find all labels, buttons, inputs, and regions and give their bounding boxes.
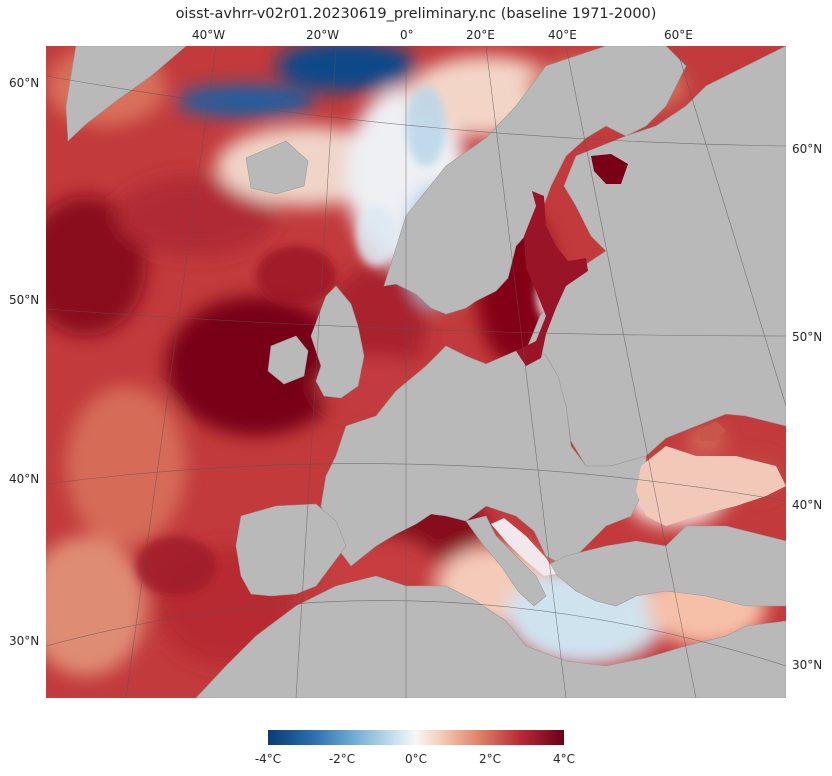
lat-label-left-30n: 30°N: [9, 634, 40, 648]
sea-azov: [696, 421, 726, 441]
land-greenland: [65, 46, 187, 142]
land-north-africa: [195, 575, 786, 698]
land-ireland: [267, 335, 309, 385]
lon-label-40w: 40°W: [192, 28, 226, 42]
lat-label-left-60n: 60°N: [9, 76, 40, 90]
lon-label-20e: 20°E: [466, 28, 495, 42]
lon-label-0: 0°: [400, 28, 414, 42]
sea-white: [591, 154, 628, 184]
map-title: oisst-avhrr-v02r01.20230619_preliminary.…: [175, 6, 657, 22]
lat-label-right-60n: 60°N: [792, 142, 823, 156]
lon-label-60e: 60°E: [664, 28, 693, 42]
sst-anomaly-map: [46, 46, 786, 698]
land-finland-russia: [527, 46, 786, 467]
colorbar: [268, 730, 564, 745]
sea-baltic: [516, 191, 588, 366]
colorbar-tick-plus2: 2°C: [478, 752, 502, 766]
land-masses: [65, 46, 786, 698]
colorbar-tick-minus2: -2°C: [328, 752, 356, 766]
lat-label-right-40n: 40°N: [792, 498, 823, 512]
lat-label-left-40n: 40°N: [9, 472, 40, 486]
colorbar-tick-0: 0°C: [404, 752, 428, 766]
land-iceland: [245, 140, 309, 195]
sea-black: [636, 446, 786, 526]
lat-label-right-50n: 50°N: [792, 330, 823, 344]
lat-label-right-30n: 30°N: [792, 658, 823, 672]
land-great-britain: [310, 285, 365, 399]
sea-adriatic: [491, 518, 556, 576]
lon-label-20w: 20°W: [306, 28, 340, 42]
land-scandinavia: [383, 46, 687, 315]
inland-seas: [491, 154, 786, 576]
colorbar-tick-minus4: -4°C: [254, 752, 282, 766]
land-turkey-balkans: [545, 525, 786, 607]
map-svg: [46, 46, 786, 698]
land-iberia: [235, 503, 347, 597]
graticule: [46, 46, 786, 698]
land-italy: [465, 515, 547, 607]
colorbar-tick-plus4: 4°C: [552, 752, 576, 766]
lat-label-left-50n: 50°N: [9, 293, 40, 307]
land-continental-europe: [320, 345, 647, 567]
lon-label-40e: 40°E: [548, 28, 577, 42]
